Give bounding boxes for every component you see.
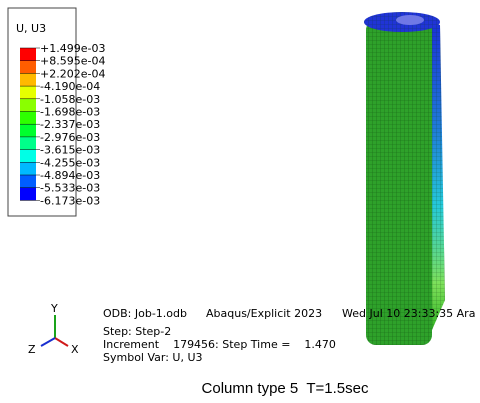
- legend-label: -4.894e-03: [40, 169, 100, 182]
- legend-swatch: [20, 86, 36, 99]
- legend-label: -4.190e-04: [40, 80, 100, 93]
- legend-swatch: [20, 175, 36, 188]
- legend-swatch: [20, 98, 36, 112]
- legend-label: -4.255e-03: [40, 156, 100, 169]
- legend-swatch: [20, 149, 36, 163]
- legend-swatch: [20, 187, 36, 201]
- legend-label: +8.595e-04: [40, 55, 105, 68]
- increment: Increment 179456: Step Time = 1.470: [103, 338, 336, 351]
- legend-label: -2.337e-03: [40, 118, 100, 131]
- legend-title: U, U3: [16, 22, 46, 35]
- triad-y: Y: [50, 302, 58, 315]
- legend-box: [7, 7, 77, 217]
- legend-swatch: [20, 136, 36, 150]
- triad-x: X: [71, 343, 79, 356]
- legend: +1.499e-03+8.595e-04+2.202e-04-4.190e-04…: [20, 42, 105, 207]
- legend-label: +1.499e-03: [40, 42, 105, 55]
- symbol-var: Symbol Var: U, U3: [103, 351, 203, 364]
- legend-swatch: [20, 111, 36, 125]
- triad-z: Z: [28, 343, 36, 356]
- legend-swatch: [20, 73, 36, 87]
- legend-label: -2.976e-03: [40, 131, 100, 144]
- legend-label: -1.058e-03: [40, 93, 100, 106]
- step: Step: Step-2: [103, 325, 171, 338]
- legend-label: -5.533e-03: [40, 182, 100, 195]
- odb: ODB: Job-1.odb: [103, 307, 187, 320]
- date: Wed Jul 10 23:33:35 Ara: [342, 307, 475, 320]
- legend-swatch: [20, 48, 36, 61]
- legend-label: +2.202e-04: [40, 67, 105, 80]
- legend-label: -1.698e-03: [40, 106, 100, 119]
- model: [364, 12, 445, 345]
- legend-swatch: [20, 124, 36, 137]
- triad: Y X Z: [28, 302, 79, 356]
- software: Abaqus/Explicit 2023: [206, 307, 322, 320]
- legend-label: -6.173e-03: [40, 194, 100, 207]
- legend-swatch: [20, 162, 36, 175]
- legend-label: -3.615e-03: [40, 144, 100, 157]
- caption: Column type 5 T=1.5sec: [202, 380, 369, 397]
- legend-swatch: [20, 60, 36, 74]
